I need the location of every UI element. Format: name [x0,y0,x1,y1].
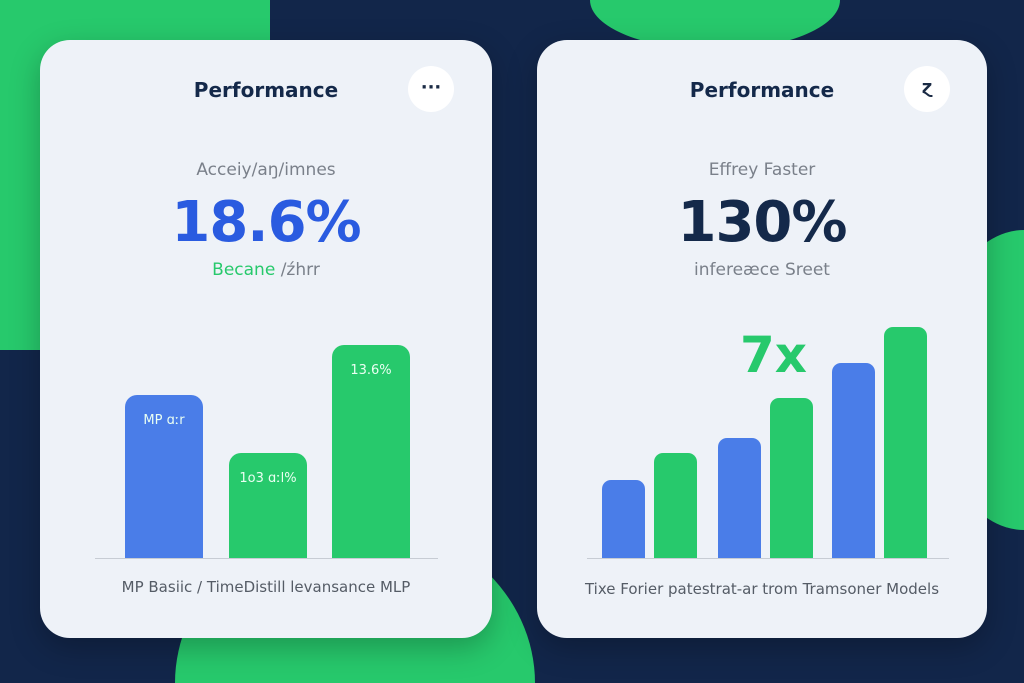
bar [654,453,697,558]
note-gray: /źhrr [280,260,320,280]
bar [770,398,813,558]
right-performance-card: Performance ɀ Effrey Faster 130% infereæ… [537,40,987,638]
axis-baseline [587,558,949,559]
metric-subtitle: Effrey Faster [708,160,816,180]
bar-label: 13.6% [350,363,392,378]
metric-note: Becane /źhrr [40,260,492,280]
metric-note: infereæce Sreet [694,260,830,280]
metric-value: 130% [677,190,847,255]
bar: MP ɑːr [125,395,203,558]
metric-value: 18.6% [171,190,361,255]
callout-7x: 7x [740,326,808,384]
bar: 13.6% [332,345,410,558]
chart-footer: Tixe Forier patestrat-ar trom Tramsoner … [584,580,940,598]
left-performance-card: Performance ··· Acceiy/aŋ/imnes 18.6% Be… [40,40,492,638]
bar-label: 1o3 ɑːl% [239,471,297,486]
chart-footer: MP Basiic / TimeDistill levansance MLP [121,578,411,596]
bar [832,363,875,558]
bar [718,438,761,558]
axis-baseline [95,558,438,559]
more-horizontal-icon[interactable]: ··· [408,66,454,112]
bar [602,480,645,558]
swap-icon[interactable]: ɀ [904,66,950,112]
card-title: Performance [689,78,835,102]
bar [884,327,927,558]
bar-label: MP ɑːr [143,413,185,428]
card-title: Performance [193,78,339,102]
note-green: Becane [212,260,276,280]
bar: 1o3 ɑːl% [229,453,307,558]
metric-subtitle: Acceiy/aŋ/imnes [196,160,336,180]
